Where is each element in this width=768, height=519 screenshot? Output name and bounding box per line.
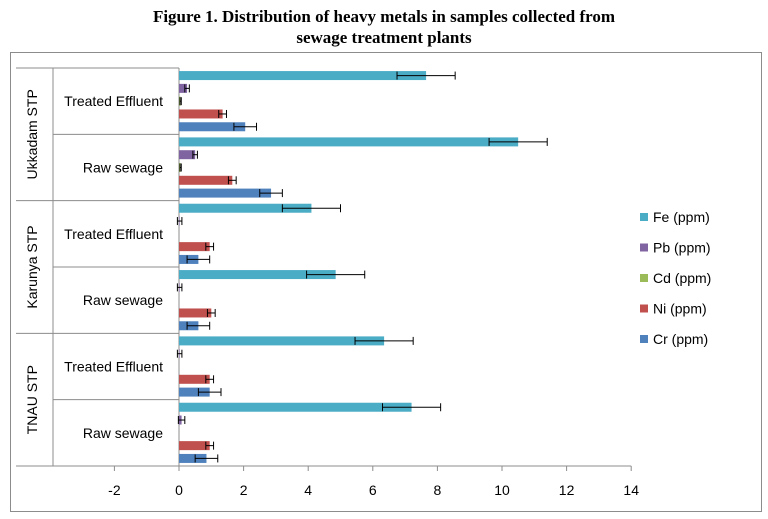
legend-label: Pb (ppm) [653,240,711,256]
chart-title-line-2: sewage treatment plants [296,28,472,47]
bar [179,336,385,346]
bar [179,270,336,280]
bar [179,83,188,93]
x-tick-label: 14 [623,482,639,498]
legend-swatch [640,274,648,282]
legend-swatch [640,304,648,313]
bar [179,308,212,318]
bar [179,150,196,160]
category-label: Treated Effluent [64,93,163,109]
legend-swatch [640,243,648,252]
category-label: Raw sewage [83,292,163,308]
x-tick-label: 2 [240,482,248,498]
bar [179,109,223,119]
group-label: TNAU STP [24,365,40,434]
bar [179,402,412,412]
bar [179,441,210,451]
x-tick-label: 0 [175,482,183,498]
category-label: Treated Effluent [64,226,163,242]
x-tick-label: -2 [108,482,121,498]
group-label: Ukkadam STP [24,89,40,179]
chart-title-line-1: Figure 1. Distribution of heavy metals i… [152,7,616,26]
category-label: Raw sewage [83,160,163,176]
bar [179,137,519,147]
bar [179,122,246,132]
bar [179,175,233,185]
x-tick-label: 12 [559,482,575,498]
bar [179,203,312,213]
x-tick-label: 8 [434,482,442,498]
chart-frame: -2 0 2 4 6 8 10 12 14 Treated Effluent Raw sewage T… [10,52,762,512]
bar [179,242,210,252]
chart-title: Figure 1. Distribution of heavy metals i… [0,6,768,48]
bar-chart: -2 0 2 4 6 8 10 12 14 Treated Effluent Raw sewage T… [16,67,711,498]
category-label: Raw sewage [83,425,163,441]
legend-label: Fe (ppm) [653,209,710,225]
group-label: Karunya STP [24,225,40,308]
legend-swatch [640,335,648,343]
bar [179,387,210,397]
category-label: Treated Effluent [64,359,163,375]
x-tick-label: 10 [494,482,510,498]
x-tick-label: 4 [304,482,312,498]
legend-label: Cd (ppm) [653,270,711,286]
bar [179,188,272,198]
x-tick-label: 6 [369,482,377,498]
bar [179,374,210,384]
legend-swatch [640,213,648,221]
bar [179,71,427,81]
bar [179,453,207,463]
legend-label: Cr (ppm) [653,331,708,347]
legend-label: Ni (ppm) [653,301,707,317]
